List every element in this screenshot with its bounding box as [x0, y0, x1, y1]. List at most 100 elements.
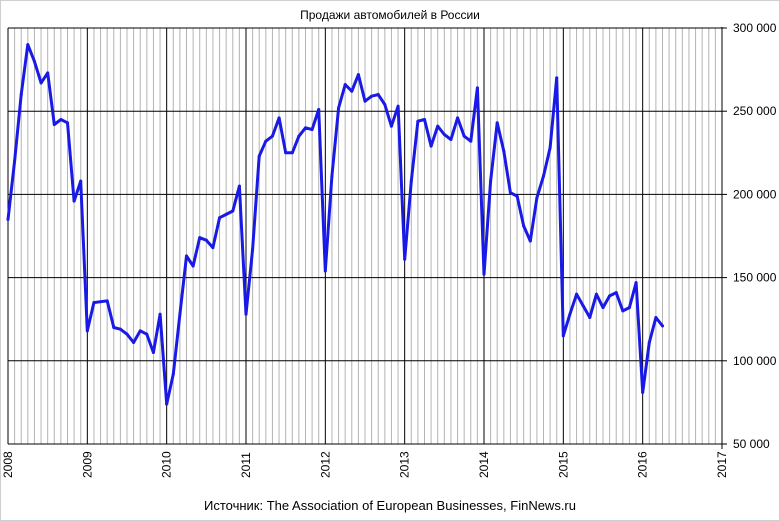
data-point [634, 281, 638, 285]
series-layer [6, 43, 664, 406]
data-point [39, 81, 43, 85]
data-point [337, 106, 341, 110]
axes [8, 27, 727, 449]
data-point [224, 212, 228, 216]
data-point [528, 239, 532, 243]
data-point [647, 340, 651, 344]
data-point [343, 83, 347, 87]
data-point [204, 238, 208, 242]
data-point [575, 292, 579, 296]
data-point [456, 116, 460, 120]
data-point [403, 257, 407, 261]
data-point [32, 59, 36, 63]
x-tick-label: 2011 [239, 452, 253, 478]
sales-series-line [6, 43, 664, 406]
x-tick-label: 2009 [80, 451, 94, 478]
data-point [475, 86, 479, 90]
data-point [277, 116, 281, 120]
data-point [185, 254, 188, 258]
data-point [396, 104, 400, 108]
data-point [429, 144, 433, 148]
data-point [614, 291, 618, 295]
data-point [482, 272, 486, 276]
x-tick-label: 2013 [398, 451, 412, 478]
data-point [323, 269, 327, 273]
data-point [436, 124, 440, 128]
data-point [317, 108, 321, 112]
data-point [376, 93, 380, 97]
data-point [581, 304, 585, 308]
data-point [489, 179, 493, 183]
data-point [59, 118, 63, 122]
data-point [19, 93, 23, 97]
data-point [211, 246, 215, 250]
data-point [52, 123, 56, 127]
data-point [125, 332, 129, 336]
data-point [165, 402, 169, 406]
data-point [627, 306, 631, 310]
x-tick-label: 2016 [636, 451, 650, 478]
data-point [594, 292, 598, 296]
data-point [350, 89, 354, 93]
data-point [72, 199, 76, 203]
data-point [26, 43, 30, 47]
data-point [231, 209, 235, 213]
x-tick-labels: 2008 2009 2010 2011 2012 2013 2014 2015 2016 2017 [1, 451, 729, 478]
x-tick-label: 2014 [477, 451, 491, 478]
x-tick-label: 2008 [1, 451, 15, 478]
data-point [237, 184, 241, 188]
data-point [363, 99, 367, 103]
data-point [251, 247, 255, 251]
data-point [522, 224, 526, 228]
data-point [495, 121, 499, 125]
data-point [641, 390, 645, 394]
data-point [423, 118, 426, 122]
y-tick-label: 100 000 [733, 354, 777, 368]
data-point [442, 132, 446, 136]
data-point [92, 301, 96, 305]
data-point [661, 324, 664, 328]
data-point [561, 334, 565, 338]
data-point [330, 174, 334, 178]
chart-title: Продажи автомобилей в России [300, 8, 480, 22]
data-point [449, 137, 453, 141]
data-point [409, 179, 413, 183]
data-point [178, 312, 182, 316]
data-point [112, 326, 116, 330]
y-tick-label: 150 000 [733, 271, 777, 285]
data-point [370, 94, 374, 98]
data-point [502, 149, 506, 153]
data-point [118, 327, 122, 331]
data-point [568, 312, 572, 316]
x-tick-label: 2012 [318, 451, 332, 478]
data-point [218, 216, 222, 220]
data-point [284, 151, 288, 155]
x-tick-label: 2010 [160, 451, 174, 478]
chart-source: Источник: The Association of European Bu… [204, 498, 576, 513]
data-point [151, 350, 155, 354]
data-point [66, 121, 69, 125]
data-point [535, 196, 539, 200]
data-point [515, 194, 519, 198]
data-point [105, 299, 109, 303]
data-point [654, 316, 658, 320]
x-tick-label: 2017 [715, 451, 729, 478]
data-point [79, 179, 83, 183]
data-point [138, 329, 142, 333]
data-point [508, 191, 512, 195]
data-point [99, 300, 103, 304]
data-point [132, 340, 136, 344]
y-tick-labels: 50 000 100 000 150 000 200 000 250 000 300 00… [733, 21, 777, 451]
data-point [198, 236, 202, 240]
data-point [542, 174, 545, 178]
y-tick-label: 300 000 [733, 21, 777, 35]
data-point [469, 139, 473, 143]
x-tick-label: 2015 [556, 451, 570, 478]
data-point [290, 151, 294, 155]
data-point [555, 76, 559, 80]
data-point [601, 306, 605, 310]
minor-gridlines [14, 28, 716, 444]
data-point [588, 316, 592, 320]
data-point [310, 128, 314, 132]
